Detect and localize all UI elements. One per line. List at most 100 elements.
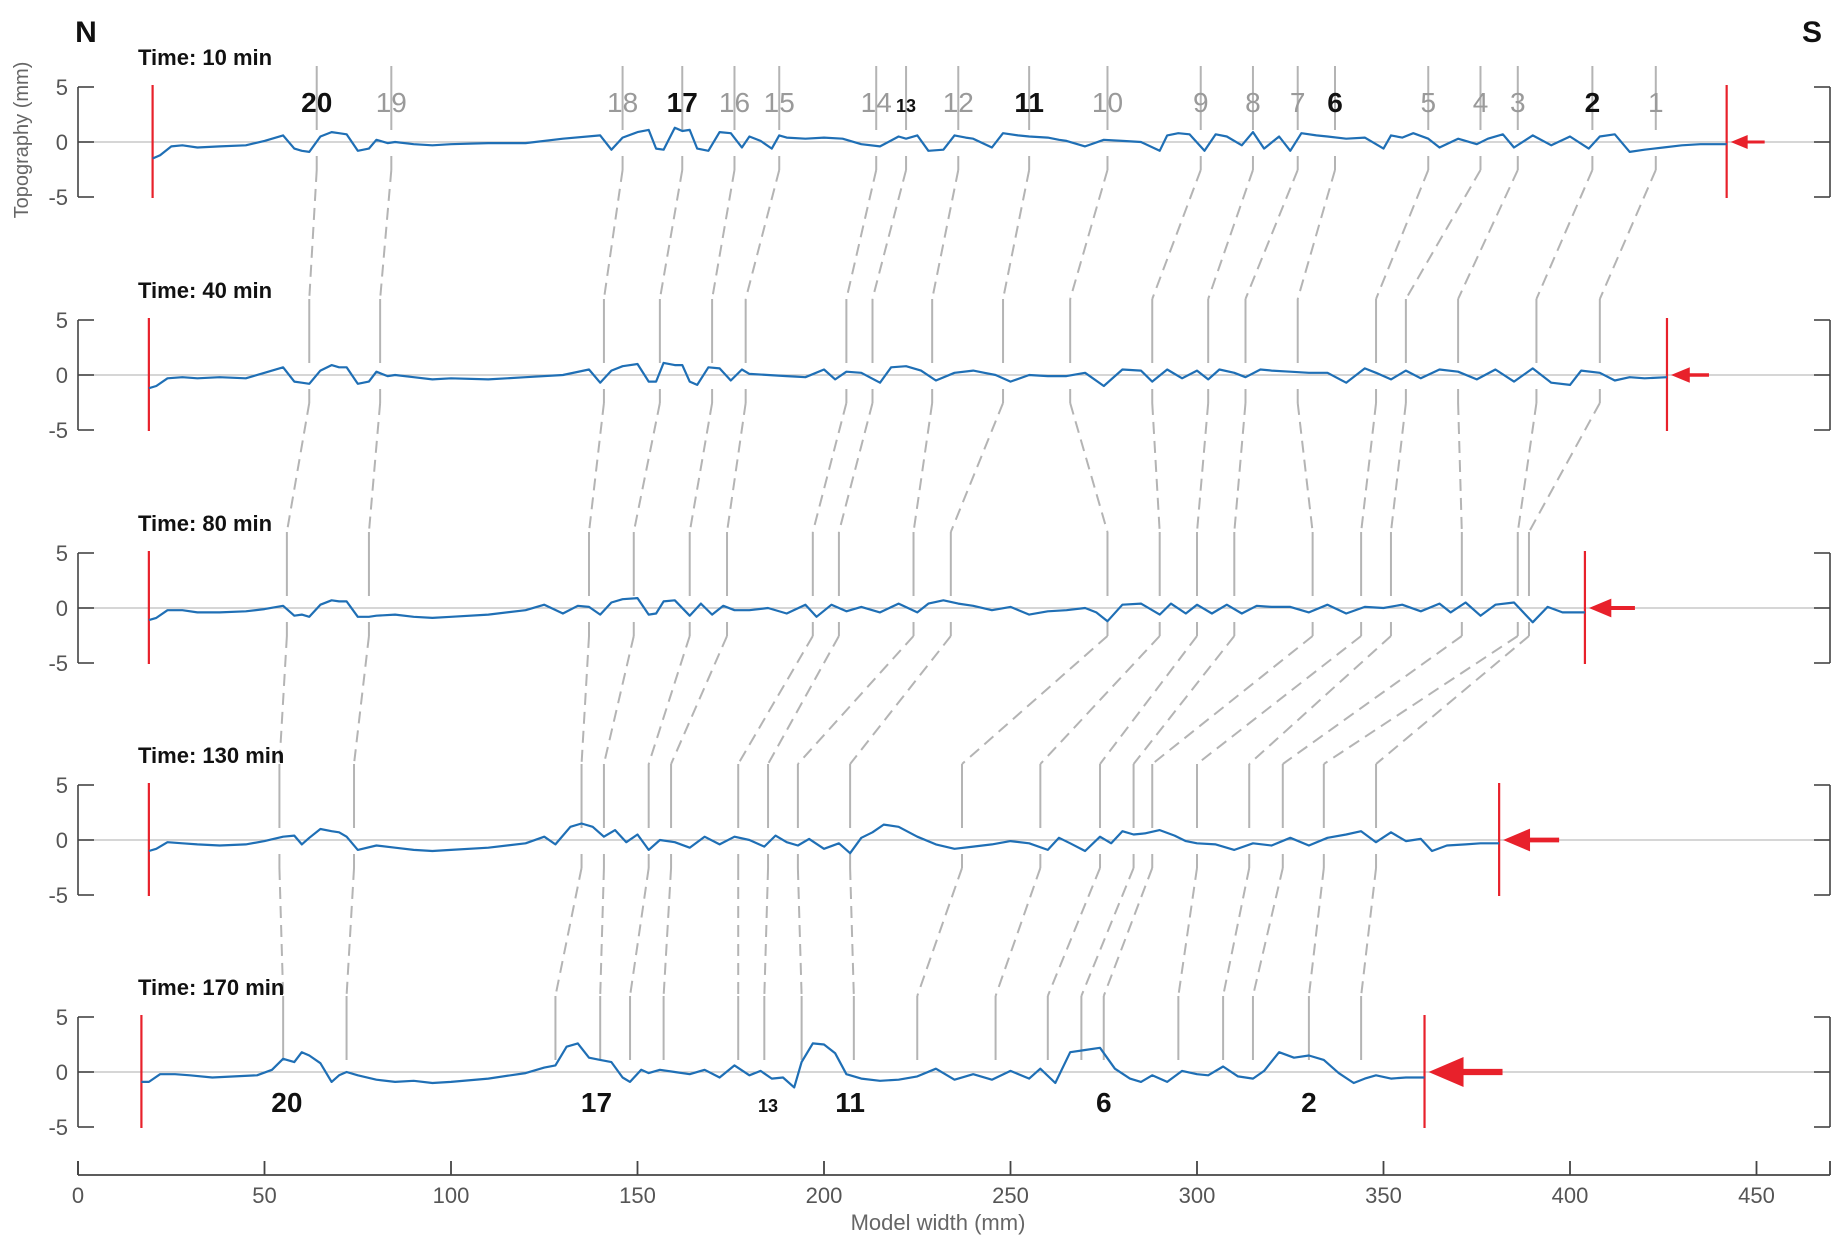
- thrust-connector: [1457, 402, 1463, 533]
- thrust-connector: [1307, 867, 1325, 997]
- thrust-connector: [1102, 867, 1154, 997]
- thrust-connector: [737, 635, 814, 765]
- thrust-connector: [662, 867, 673, 997]
- thrust-8-trace: 8: [1046, 66, 1261, 1060]
- thrust-label-top: 7: [1290, 87, 1306, 118]
- thrust-connector: [588, 402, 605, 533]
- x-axis: 0 50 100 150 200 250 300 350 400 450: [72, 1161, 1831, 1208]
- thrust-connector: [602, 169, 624, 300]
- panel-title: Time: 130 min: [138, 743, 284, 768]
- thrust-7-trace: 7: [1080, 66, 1306, 1060]
- y-tick-label: 5: [56, 308, 68, 333]
- thrust-connector: [871, 169, 908, 300]
- thrust-9-trace: 9: [994, 66, 1209, 1060]
- thrust-connector: [1207, 169, 1254, 300]
- thrust-17-trace: 17: [599, 66, 698, 1060]
- thrust-18-trace: 18: [554, 66, 638, 1060]
- thrust-connector: [1405, 169, 1482, 300]
- x-tick-label: 450: [1738, 1183, 1775, 1208]
- thrust-connector: [1248, 635, 1392, 765]
- thrust-connector: [1039, 635, 1161, 765]
- thrust-connector: [345, 867, 356, 997]
- thrust-label-bottom: 2: [1301, 1087, 1317, 1118]
- profile-panel-3: -5 0 5 Time: 80 min: [48, 511, 1831, 676]
- thrust-label-top: 17: [667, 87, 698, 118]
- thrust-label-top: 4: [1473, 87, 1489, 118]
- x-tick-label: 350: [1365, 1183, 1402, 1208]
- thrust-connector: [688, 402, 714, 533]
- y-tick-label: -5: [48, 1115, 68, 1140]
- thrust-connector: [1222, 867, 1251, 997]
- topography-profile: [148, 361, 1668, 390]
- y-tick-label: -5: [48, 651, 68, 676]
- thrust-connector: [849, 635, 952, 765]
- thrust-connector: [1151, 402, 1161, 533]
- thrust-connector: [602, 635, 635, 765]
- thrust-label-top: 9: [1193, 87, 1209, 118]
- thrust-connector: [647, 635, 691, 765]
- thrust-connector: [1375, 169, 1430, 300]
- thrust-connector: [1151, 169, 1202, 300]
- panel-title: Time: 10 min: [138, 45, 272, 70]
- thrust-label-top: 2: [1585, 87, 1601, 118]
- x-tick-label: 50: [252, 1183, 276, 1208]
- y-tick-label: 5: [56, 541, 68, 566]
- thrust-connector: [278, 635, 288, 765]
- thrust-connector: [726, 402, 747, 533]
- thrust-label-top: 6: [1327, 87, 1343, 118]
- profile-panels: -5 0 5 Time: 10 min -5 0 5 Time: 40 min -5 0 5 Time…: [48, 45, 1831, 1140]
- thrust-connector: [931, 169, 960, 300]
- profile-panel-1: -5 0 5 Time: 10 min: [48, 45, 1831, 210]
- thrust-connector: [916, 867, 963, 997]
- thrust-connector: [1516, 402, 1538, 533]
- x-tick-label: 200: [806, 1183, 843, 1208]
- thrust-connector: [1598, 169, 1657, 300]
- thrust-label-top: 18: [607, 87, 638, 118]
- thrust-connector: [580, 635, 591, 765]
- shortening-arrow-head: [1588, 598, 1612, 618]
- x-tick-label: 250: [992, 1183, 1029, 1208]
- thrust-connector: [763, 867, 770, 997]
- thrust-connector: [1535, 169, 1594, 300]
- y-tick-label: -5: [48, 185, 68, 210]
- thrust-connector: [797, 635, 915, 765]
- y-tick-label: -5: [48, 883, 68, 908]
- thrust-connector: [670, 635, 728, 765]
- thrust-6-trace: 6: [1102, 66, 1343, 1060]
- thrust-connector: [1296, 402, 1314, 533]
- y-tick-label: 5: [56, 773, 68, 798]
- thrust-label-top: 3: [1510, 87, 1526, 118]
- y-tick-label: 0: [56, 596, 68, 621]
- thrust-1-trace: 1: [1360, 66, 1664, 1060]
- thrust-label-top: 13: [896, 96, 916, 116]
- thrust-connector: [658, 169, 684, 300]
- thrust-connector: [1360, 867, 1378, 997]
- thrust-label-bottom: 20: [271, 1087, 302, 1118]
- thrust-connector: [1132, 635, 1236, 765]
- x-tick-label: 300: [1179, 1183, 1216, 1208]
- thrust-connector: [353, 635, 370, 765]
- thrust-3-trace: 3: [1251, 66, 1526, 1060]
- thrust-connector: [285, 402, 311, 533]
- thrust-connector: [629, 867, 650, 997]
- thrust-connector: [849, 867, 855, 997]
- thrust-12-trace: 12: [796, 66, 974, 1060]
- thrust-connector: [554, 867, 583, 997]
- topography-profile: [148, 822, 1500, 855]
- y-tick-label: 0: [56, 1060, 68, 1085]
- shortening-arrow-head: [1730, 135, 1748, 149]
- thrust-connector: [1528, 402, 1601, 533]
- x-axis-label: Model width (mm): [851, 1210, 1026, 1235]
- thrust-connector: [1323, 635, 1519, 765]
- thrust-label-top: 14: [861, 87, 892, 118]
- thrust-connector: [1282, 635, 1463, 765]
- y-tick-label: -5: [48, 418, 68, 443]
- thrust-11-trace: 11: [849, 66, 1044, 1060]
- topography-profile: [148, 596, 1585, 624]
- south-label: S: [1802, 16, 1822, 49]
- thrust-connector: [744, 169, 781, 300]
- thrust-connector: [1457, 169, 1519, 300]
- thrust-connector: [599, 867, 605, 997]
- thrust-label-top: 12: [943, 87, 974, 118]
- profile-panel-5: -5 0 5 Time: 170 min: [48, 975, 1831, 1140]
